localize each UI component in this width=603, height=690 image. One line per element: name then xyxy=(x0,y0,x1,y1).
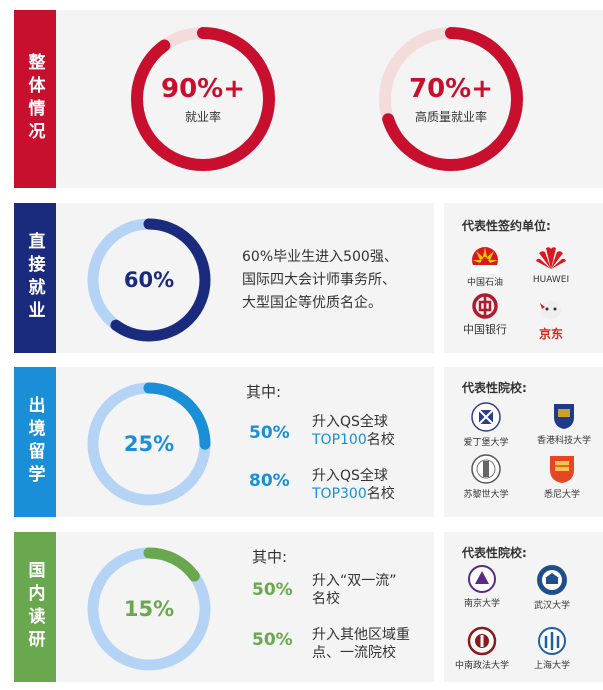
zurich-icon xyxy=(471,454,501,484)
whu-name: 武汉大学 xyxy=(533,601,570,611)
hkust-logo: 香港科技大学 xyxy=(532,401,596,446)
overall-stat-2: 70%+ 高质量就业率 xyxy=(376,24,526,174)
employment-logos-title: 代表性签约单位: xyxy=(462,219,551,233)
zurich-logo: 苏黎世大学 xyxy=(458,453,514,500)
overall-ring-2 xyxy=(379,27,523,171)
postgrad-ring xyxy=(87,547,211,671)
overall-side-label: 整体情况 xyxy=(14,10,56,188)
postgrad-item-1-line1: 升入“双一流” xyxy=(312,573,397,589)
boc-name: 中国银行 xyxy=(463,323,507,336)
sydney-name: 悉尼大学 xyxy=(543,490,580,500)
employment-stat: 60% xyxy=(86,217,212,343)
sydney-logo: 悉尼大学 xyxy=(534,453,590,500)
postgrad-item-1-text: 升入“双一流” 名校 xyxy=(312,572,397,608)
abroad-ring xyxy=(87,382,211,506)
postgrad-panel: 15% 其中: 50% 升入“双一流” 名校 50% 升入其他区域重 点、一流院… xyxy=(56,532,434,682)
petrochina-name: 中国石油 xyxy=(466,278,503,288)
zuel-icon xyxy=(467,626,497,656)
abroad-item-2-highlight: TOP300 xyxy=(312,486,367,502)
quality-rate-value: 70%+ xyxy=(408,73,494,104)
abroad-item-1-pct: 50% xyxy=(249,423,290,443)
abroad-item-2-rest: 名校 xyxy=(366,486,395,502)
employment-rate-value: 90%+ xyxy=(160,73,246,104)
postgrad-item-2-pct: 50% xyxy=(252,630,293,650)
postgrad-logos-title: 代表性院校: xyxy=(462,546,527,560)
abroad-item-2-text: 升入QS全球 TOP300名校 xyxy=(312,467,395,503)
abroad-item-2-line1: 升入QS全球 xyxy=(312,468,388,484)
postgrad-item-2-line1: 升入其他区域重 xyxy=(312,627,410,643)
whu-icon xyxy=(537,565,567,595)
employment-description: 60%毕业生进入500强、 国际四大会计师事务所、 大型国企等优质名企。 xyxy=(242,246,432,315)
petrochina-icon xyxy=(471,247,499,273)
postgrad-stat: 15% xyxy=(86,546,212,672)
postgrad-side-label: 国内读研 xyxy=(14,532,56,682)
shu-name: 上海大学 xyxy=(533,661,570,671)
zuel-logo: 中南政法大学 xyxy=(450,626,514,671)
employment-side-label: 直接就业 xyxy=(14,203,56,353)
boc-logo: 中国银行 xyxy=(458,293,512,337)
abroad-item-2-pct: 80% xyxy=(249,471,290,491)
abroad-stat: 25% xyxy=(86,381,212,507)
hkust-icon xyxy=(554,404,574,429)
sydney-icon xyxy=(550,456,574,483)
overall-ring-1 xyxy=(131,27,275,171)
employment-logos-panel: 代表性签约单位: 中国石油 HUAWEI 中国银行 xyxy=(444,203,603,353)
edinburgh-icon xyxy=(471,402,501,432)
hkust-name: 香港科技大学 xyxy=(536,436,591,446)
jd-icon xyxy=(540,301,561,319)
nju-icon xyxy=(468,565,496,593)
nju-logo: 南京大学 xyxy=(454,564,510,609)
desc-line-2: 国际四大会计师事务所、 xyxy=(242,272,396,288)
quality-rate-caption: 高质量就业率 xyxy=(414,109,487,124)
shu-logo: 上海大学 xyxy=(524,626,580,671)
postgrad-item-2-text: 升入其他区域重 点、一流院校 xyxy=(312,626,410,662)
abroad-panel: 25% 其中: 50% 升入QS全球 TOP100名校 80% 升入QS全球 T… xyxy=(56,367,434,517)
postgrad-value: 15% xyxy=(123,597,175,621)
whu-logo: 武汉大学 xyxy=(524,564,580,611)
boc-icon xyxy=(472,293,498,319)
abroad-value: 25% xyxy=(123,432,175,456)
jd-name: 京东 xyxy=(538,327,563,341)
employment-panel: 60% 60%毕业生进入500强、 国际四大会计师事务所、 大型国企等优质名企。 xyxy=(56,203,434,353)
abroad-logos-title: 代表性院校: xyxy=(462,381,527,395)
shu-icon xyxy=(538,627,566,655)
desc-line-1: 60%毕业生进入500强、 xyxy=(242,249,398,265)
abroad-item-1-rest: 名校 xyxy=(366,432,395,448)
overall-stat-1: 90%+ 就业率 xyxy=(128,24,278,174)
huawei-icon xyxy=(536,247,566,269)
abroad-intro: 其中: xyxy=(246,383,282,401)
huawei-logo: HUAWEI xyxy=(528,243,574,285)
postgrad-intro: 其中: xyxy=(252,548,288,566)
overall-panel: 90%+ 就业率 70%+ 高质量就业率 xyxy=(56,10,603,188)
abroad-item-1-text: 升入QS全球 TOP100名校 xyxy=(312,413,395,449)
postgrad-item-1-pct: 50% xyxy=(252,580,293,600)
abroad-logos-panel: 代表性院校: 爱丁堡大学 香港科技大学 苏黎世大学 悉尼大学 xyxy=(444,367,603,517)
edinburgh-logo: 爱丁堡大学 xyxy=(458,401,514,448)
postgrad-item-2-line2: 点、一流院校 xyxy=(312,645,396,661)
zuel-name: 中南政法大学 xyxy=(454,661,509,671)
petrochina-logo: 中国石油 xyxy=(462,243,508,288)
huawei-name: HUAWEI xyxy=(532,275,570,285)
zurich-name: 苏黎世大学 xyxy=(463,490,509,500)
jd-logo: 京东 xyxy=(528,297,574,342)
postgrad-logos-panel: 代表性院校: 南京大学 武汉大学 中南政法大学 上海大学 xyxy=(444,532,603,682)
employment-ring xyxy=(87,218,211,342)
postgrad-item-1-line2: 名校 xyxy=(312,591,340,607)
abroad-side-label: 出境留学 xyxy=(14,367,56,517)
desc-line-3: 大型国企等优质名企。 xyxy=(242,295,382,311)
abroad-item-1-highlight: TOP100 xyxy=(312,432,367,448)
employment-value: 60% xyxy=(123,268,175,292)
edinburgh-name: 爱丁堡大学 xyxy=(463,438,509,448)
employment-rate-caption: 就业率 xyxy=(184,109,221,124)
abroad-item-1-line1: 升入QS全球 xyxy=(312,414,388,430)
nju-name: 南京大学 xyxy=(463,599,500,609)
